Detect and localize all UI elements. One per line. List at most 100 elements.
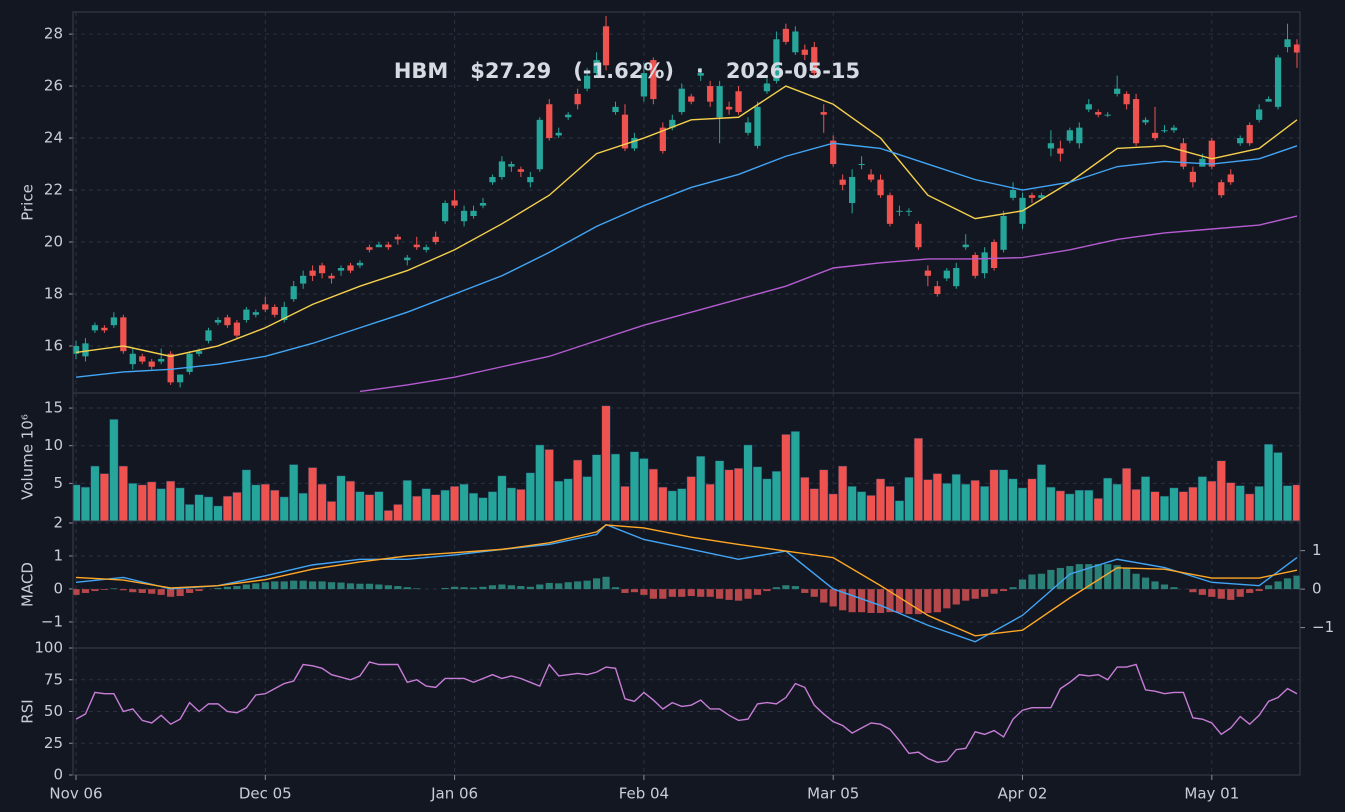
candle-body [1218,182,1225,196]
histogram-bar [943,589,951,609]
volume-bar [724,469,734,521]
volume-bar [970,480,980,521]
volume-bar [412,495,422,521]
volume-bar [260,483,270,521]
volume-bar [506,487,516,521]
x-tick-label: Mar 05 [807,785,859,803]
volume-bar [1216,460,1226,521]
candle-body [290,286,297,300]
histogram-bar [488,585,497,590]
volume-bar [450,486,460,521]
volume-bar [885,486,895,521]
y-axis-label: Price [19,184,37,221]
candle-body [811,47,818,74]
volume-bar [734,468,744,521]
histogram-bar [280,581,288,590]
histogram-bar [526,586,534,590]
volume-bar [73,484,81,521]
volume-bar [686,476,696,521]
histogram-bar [1293,575,1300,590]
candle-body [972,254,979,276]
y-tick-label: 2 [53,513,63,531]
histogram-bar [167,589,175,597]
candle-body [233,322,241,336]
volume-bar [743,444,753,521]
volume-bar [658,486,668,521]
candle-body [214,319,222,323]
candle-body [508,164,515,167]
histogram-bar [1075,564,1083,590]
candle-body [962,244,969,248]
volume-bar [99,473,109,521]
histogram-bar [668,589,676,597]
histogram-bar [261,582,269,590]
volume-bar [620,486,630,521]
volume-bar [989,469,999,521]
candle-body [527,177,534,183]
candle-body [801,49,808,55]
histogram-bar [1094,564,1102,590]
histogram-bar [820,589,828,603]
volume-bar [1150,491,1160,521]
volume-bar [327,501,337,521]
candle-body [262,304,269,310]
histogram-bar [242,584,250,590]
histogram-bar [1246,589,1254,593]
histogram-bar [867,589,875,613]
line [75,661,1298,764]
volume-bar [876,478,886,521]
candle-body [101,327,108,331]
histogram-bar [1037,573,1046,590]
candle-body [773,39,780,81]
histogram-bar [252,583,260,590]
volume-bar [1065,493,1075,521]
volume-bar [904,477,914,521]
candle-body [849,177,856,204]
histogram-bar [1141,577,1150,590]
candle-body [1189,171,1197,183]
histogram-bar [1283,578,1292,590]
volume-bar [156,488,166,521]
line [359,215,1298,393]
histogram-bar [327,582,336,590]
volume-bar [828,493,838,521]
volume-bar [487,491,497,521]
volume-bar [781,434,791,521]
histogram-bar [1047,569,1055,590]
candle-body [697,73,704,76]
candle-body [1142,119,1149,123]
volume-bar [1055,490,1065,521]
histogram-bar [309,581,317,590]
histogram-bar [233,586,241,590]
candle-body [356,262,364,266]
candle-body [158,358,165,362]
histogram-bar [469,587,478,590]
histogram-bar [1160,584,1169,590]
histogram-bar [1085,564,1093,590]
candle-body [318,265,326,274]
histogram-bar [839,589,847,611]
volume-bar [629,451,639,521]
histogram-bar [905,589,913,615]
histogram-bar [1265,585,1273,590]
volume-bar [80,486,90,521]
histogram-bar [999,589,1008,592]
candle-body [224,317,231,326]
volume-bar [847,486,857,521]
candle-body [517,169,524,172]
volume-bar [1188,486,1198,521]
candle-body [716,86,723,118]
volume-bar [554,480,564,521]
candle-body [782,28,790,42]
y2-tick-label: 1 [1312,541,1322,559]
candle-body [432,236,439,243]
candle-body [905,210,913,212]
volume-bar [942,483,952,521]
candle-body [1265,99,1272,102]
y-axis-label: RSI [19,699,37,723]
volume-bar [648,468,658,521]
candle-body [763,83,771,92]
candle-body [470,210,477,217]
histogram-bar [971,589,979,599]
